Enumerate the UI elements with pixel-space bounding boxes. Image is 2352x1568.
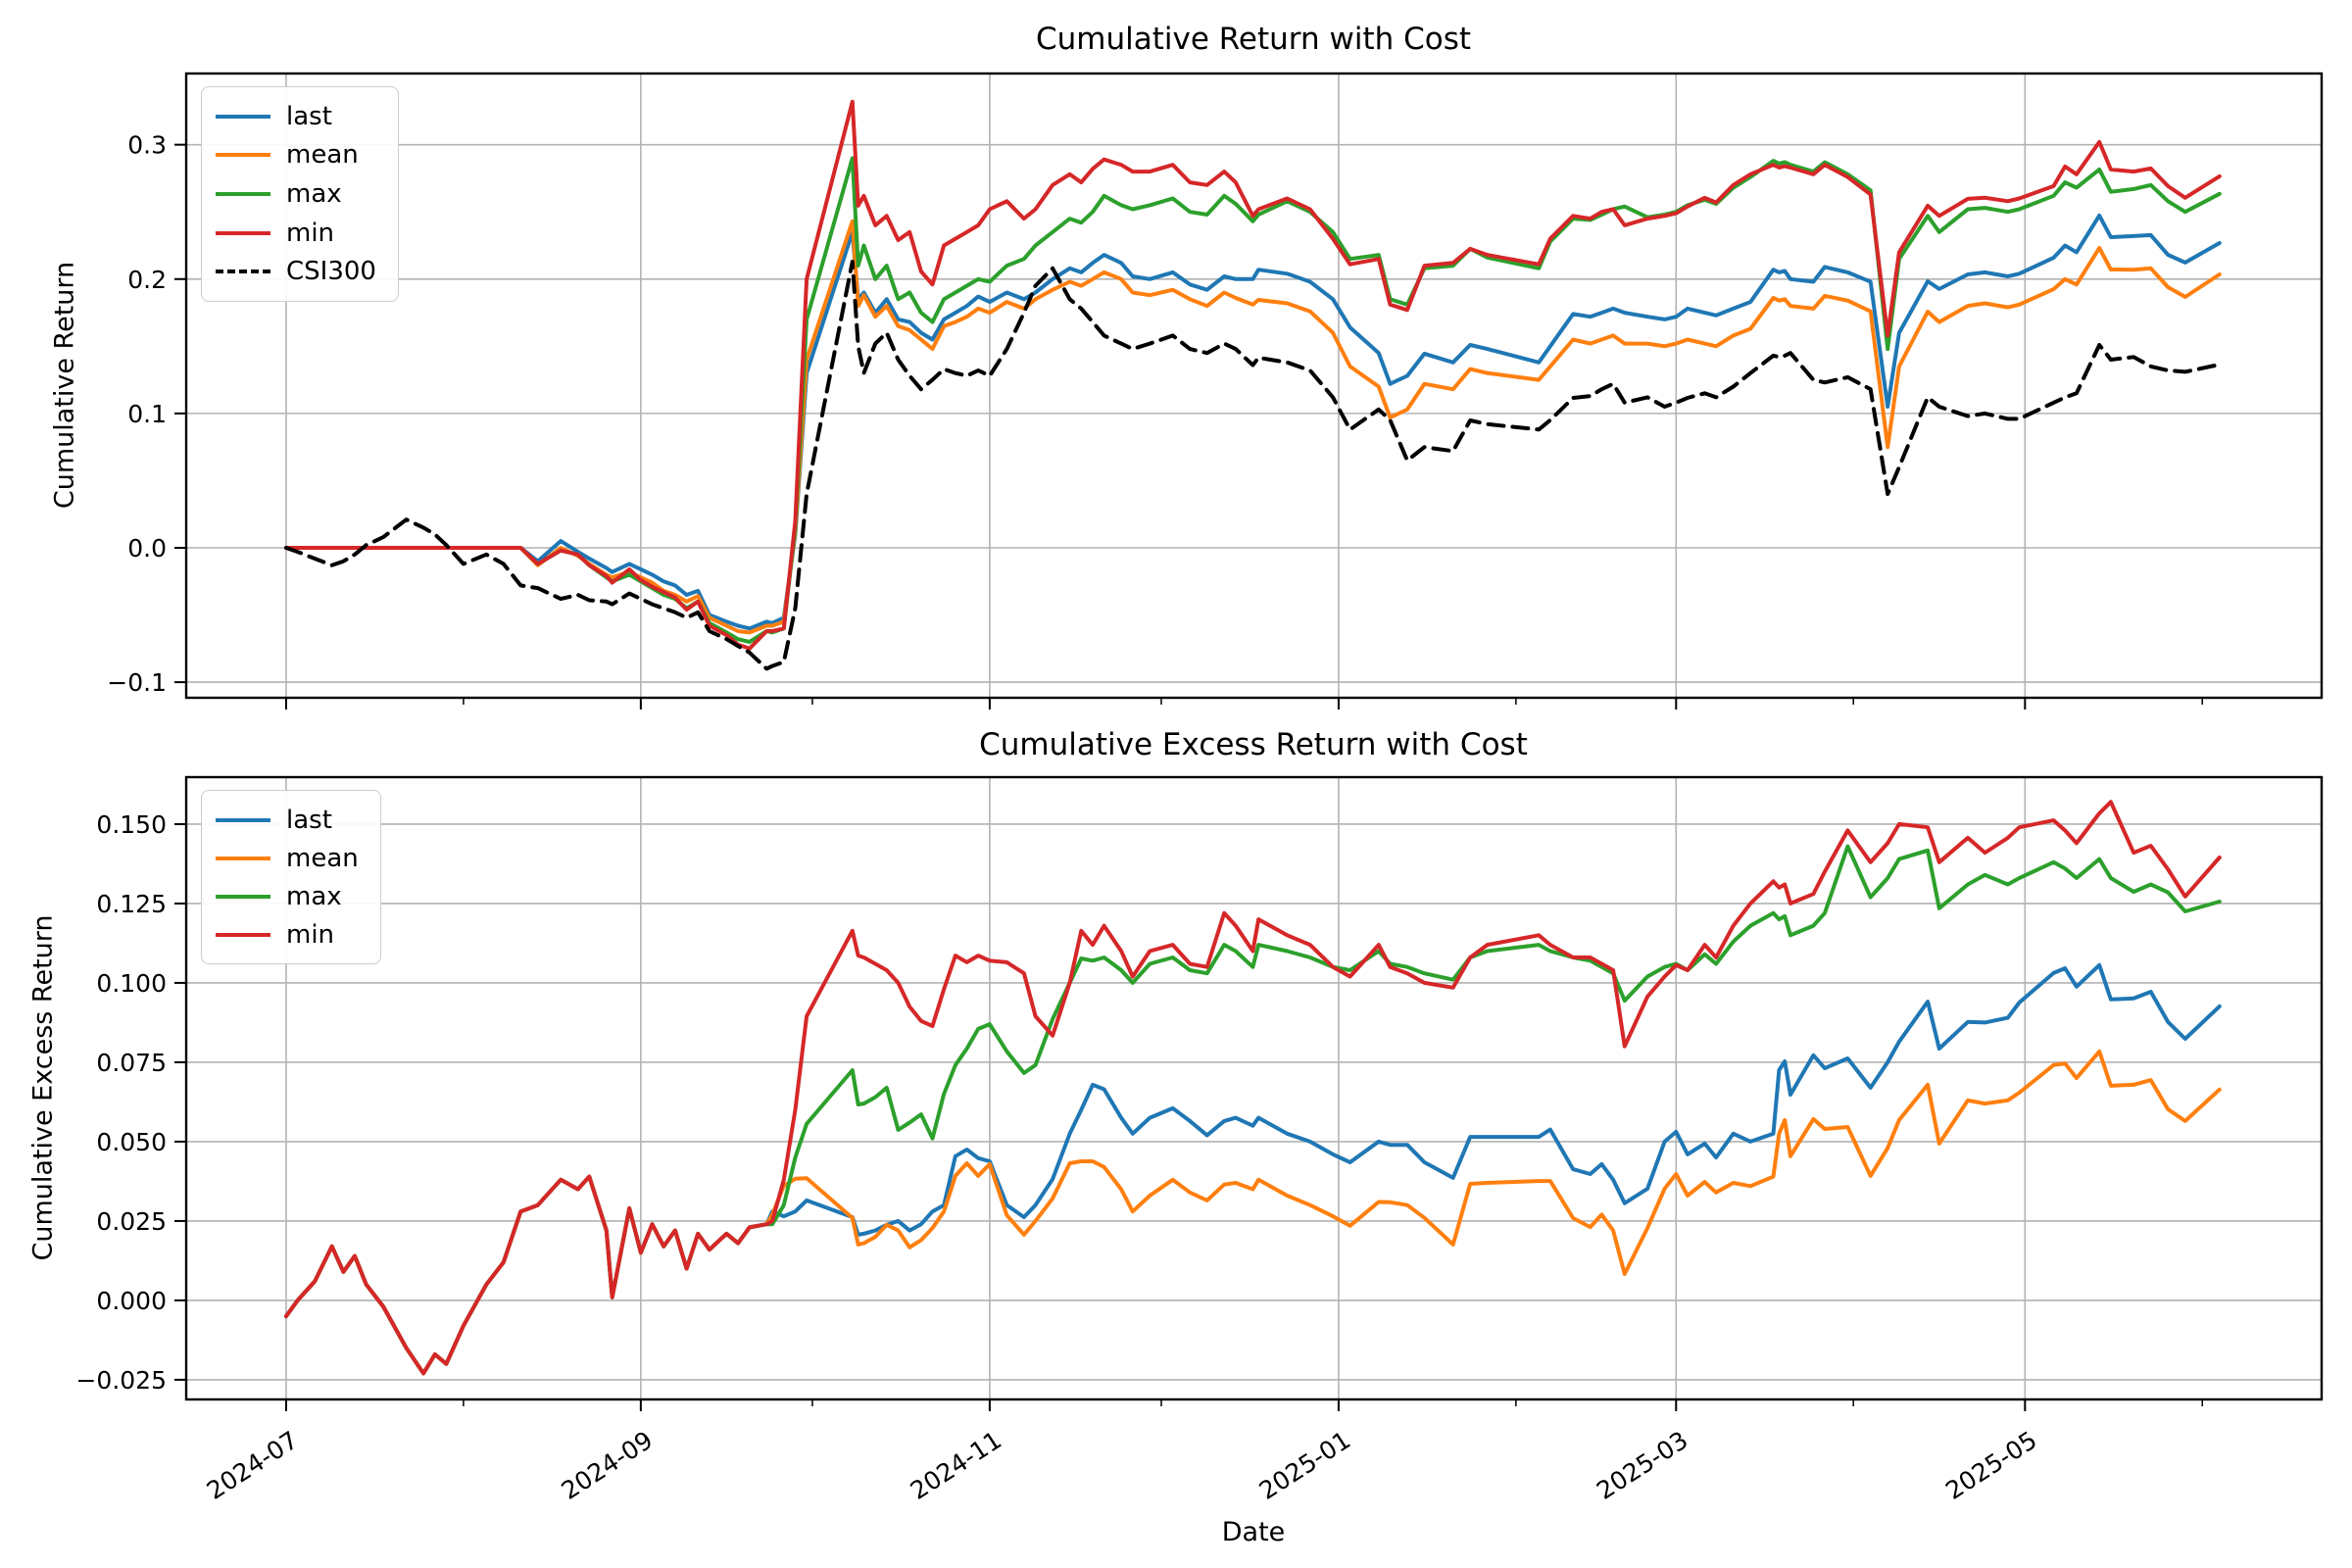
legend-label: min (286, 919, 335, 950)
legend-line-sample-mean (216, 153, 270, 158)
series-mean (284, 1049, 2222, 1376)
x-tick-label: 2025-01 (1254, 1426, 1355, 1505)
legend-label: mean (286, 140, 359, 171)
legend-line-sample-min (216, 230, 270, 235)
bottom-y-axis-label: Cumulative Excess Return (27, 914, 59, 1261)
series-CSI300 (284, 260, 2222, 671)
y-tick-label: 0.3 (127, 131, 167, 160)
axes-spines (184, 775, 2324, 1401)
axes-spines (184, 72, 2324, 700)
y-tick-label: −0.025 (75, 1366, 167, 1395)
top-chart-legend: last mean max min CSI300 (201, 86, 399, 302)
legend-item-mean: mean (216, 142, 384, 168)
x-axis-label: Date (1221, 1517, 1286, 1547)
legend-line-sample-max (216, 191, 270, 196)
series-last (284, 962, 2222, 1376)
legend-label: mean (286, 843, 359, 873)
legend-label: max (286, 881, 342, 911)
x-tick-label: 2025-03 (1592, 1426, 1692, 1505)
y-tick-label: 0.2 (127, 266, 167, 294)
y-tick-label: 0.050 (96, 1128, 167, 1156)
legend-line-sample-CSI300 (216, 270, 270, 274)
x-tick-label: 2024-07 (202, 1426, 303, 1505)
series-min (284, 99, 2222, 651)
top-y-axis-label: Cumulative Return (49, 261, 80, 510)
y-tick-label: −0.1 (107, 668, 167, 697)
x-tick-label: 2025-05 (1940, 1426, 2041, 1505)
y-tick-label: 0.000 (96, 1287, 167, 1315)
legend-line-sample-last (216, 817, 270, 822)
y-tick-label: 0.0 (127, 534, 167, 563)
legend-item-min: min (216, 922, 367, 948)
series-max (284, 844, 2222, 1376)
legend-item-last: last (216, 808, 367, 833)
cumulative-return-plot: −0.1 0.0 0.1 0.2 0.3 (107, 72, 2324, 710)
legend-item-last: last (216, 104, 384, 129)
legend-item-min: min (216, 220, 384, 246)
legend-item-max: max (216, 181, 384, 207)
legend-item-mean: mean (216, 846, 367, 871)
legend-label: last (286, 101, 332, 131)
bottom-chart-title: Cumulative Excess Return with Cost (979, 727, 1528, 762)
x-tick-label: 2024-09 (557, 1426, 658, 1505)
y-tick-label: 0.025 (96, 1207, 167, 1236)
bottom-chart-legend: last mean max min (201, 790, 381, 964)
series-min (284, 800, 2222, 1376)
legend-line-sample-min (216, 932, 270, 937)
legend-label: min (286, 218, 335, 248)
legend-item-max: max (216, 884, 367, 909)
legend-line-sample-mean (216, 856, 270, 860)
series-max (284, 156, 2222, 644)
legend-label: max (286, 178, 342, 209)
legend-label: last (286, 805, 332, 835)
legend-line-sample-last (216, 114, 270, 119)
legend-item-CSI300: CSI300 (216, 259, 384, 284)
y-tick-label: 0.150 (96, 810, 167, 839)
cumulative-excess-return-plot: −0.025 0.000 0.025 0.050 0.075 0.100 0.125 0.15… (75, 775, 2324, 1505)
y-tick-label: 0.075 (96, 1049, 167, 1077)
y-tick-label: 0.100 (96, 969, 167, 998)
x-tick-label: 2024-11 (906, 1426, 1006, 1505)
y-tick-label: 0.1 (127, 400, 167, 428)
legend-line-sample-max (216, 894, 270, 899)
legend-label: CSI300 (286, 257, 376, 287)
series-last (284, 213, 2222, 631)
top-chart-title: Cumulative Return with Cost (1035, 22, 1472, 57)
y-tick-label: 0.125 (96, 890, 167, 918)
